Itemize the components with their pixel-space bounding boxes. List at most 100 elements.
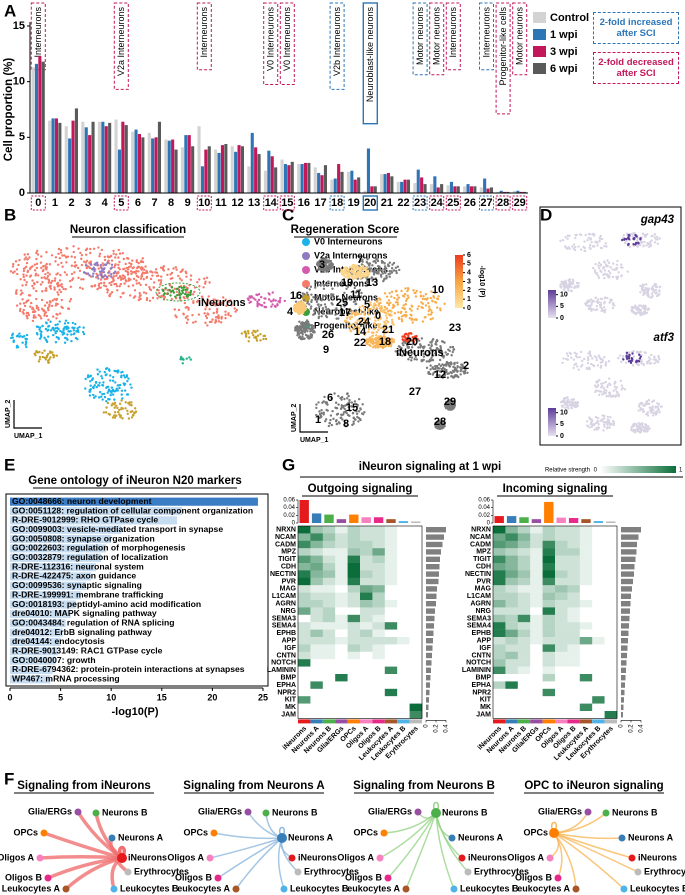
x-axis-label: -log10(P) — [111, 706, 158, 718]
cell-point — [456, 370, 459, 373]
cell-point — [308, 288, 311, 291]
cell-point — [55, 297, 59, 301]
cell-point — [184, 286, 188, 289]
category-highlight — [329, 195, 345, 211]
cell-point — [373, 316, 377, 319]
cell-point — [41, 269, 45, 273]
cell-point — [646, 293, 649, 297]
cell-point — [425, 366, 429, 370]
bar — [466, 184, 470, 193]
cell-point — [110, 275, 113, 278]
cell-point — [341, 418, 344, 421]
cell-point — [591, 363, 595, 367]
cell-point — [407, 296, 410, 299]
cell-point — [119, 414, 123, 417]
cell-point — [642, 292, 646, 295]
bar — [84, 127, 88, 193]
cell-point — [640, 360, 643, 363]
heat-cell — [372, 629, 385, 638]
x-tick-label: 29 — [514, 197, 526, 209]
heat-cell — [517, 711, 531, 719]
cell-point — [55, 317, 58, 320]
cell-point — [271, 303, 274, 306]
cell-point — [430, 348, 433, 352]
heat-cell — [384, 703, 398, 712]
cell-point — [128, 403, 131, 406]
cell-point — [65, 246, 68, 250]
heat-cell — [322, 607, 336, 615]
heat-cell — [505, 548, 518, 556]
heat-cell — [542, 577, 556, 586]
heat-cell — [298, 681, 311, 689]
strength-tick-label: 1 — [679, 468, 683, 474]
cell-point — [608, 382, 611, 385]
heat-cell — [347, 607, 361, 615]
node-label: iNeurons — [298, 852, 337, 862]
heat-cell — [567, 674, 580, 682]
cell-point — [367, 271, 371, 274]
cell-point — [444, 407, 448, 410]
heat-cell — [517, 659, 531, 667]
heat-cell — [579, 651, 593, 660]
heat-cell — [360, 526, 373, 534]
cell-point — [158, 291, 161, 295]
cell-point — [278, 301, 282, 304]
cell-point — [413, 352, 416, 355]
cell-point — [609, 272, 612, 275]
annotation-text: Motor neurons — [432, 7, 442, 66]
heat-cell — [360, 570, 373, 578]
cell-point — [363, 313, 366, 317]
heat-cell — [592, 659, 605, 667]
heat-cell — [397, 563, 410, 571]
row-tick-label: 0.4 — [639, 724, 645, 733]
cell-point — [47, 361, 50, 364]
cell-point — [97, 284, 100, 287]
cell-point — [430, 344, 433, 347]
bar — [463, 186, 467, 193]
row-bar — [426, 630, 434, 636]
heat-cell — [567, 577, 580, 586]
cell-point — [116, 289, 119, 292]
cell-point — [115, 404, 118, 408]
heat-cell — [384, 533, 398, 541]
heat-cell — [604, 644, 618, 652]
cell-point — [344, 421, 347, 424]
cell-point — [401, 335, 404, 338]
cell-point — [656, 294, 660, 297]
row-bar — [426, 541, 443, 548]
cell-point — [393, 296, 396, 300]
cell-point — [170, 271, 174, 275]
cell-point — [334, 313, 337, 316]
cell-point — [599, 390, 603, 393]
heat-cell — [555, 563, 568, 571]
gene-label: gap43 — [640, 214, 675, 226]
bar — [357, 177, 361, 193]
cell-point — [636, 239, 639, 242]
heat-cell — [335, 644, 348, 652]
cell-point — [59, 251, 63, 254]
heat-cell — [542, 696, 556, 704]
cell-point — [321, 306, 325, 310]
cell-point — [600, 270, 603, 274]
cell-point — [440, 351, 444, 355]
x-tick-label: 13 — [248, 197, 260, 209]
cell-point — [88, 266, 91, 269]
cell-point — [111, 277, 114, 280]
column-bar — [411, 521, 421, 523]
cell-point — [341, 298, 345, 302]
gene-label: AGRN — [470, 601, 491, 608]
cell-point — [565, 352, 569, 355]
cell-point — [145, 297, 149, 300]
cell-point — [39, 261, 43, 264]
cell-point — [70, 255, 73, 258]
cell-point — [349, 317, 352, 321]
heat-cell — [298, 629, 311, 638]
heat-cell — [567, 607, 580, 615]
cell-point — [116, 389, 120, 392]
cell-point — [385, 276, 388, 279]
cell-point — [126, 271, 130, 274]
cell-point — [332, 296, 335, 299]
cell-point — [169, 294, 172, 297]
cell-point — [257, 298, 261, 302]
gene-label: NECTIN — [270, 571, 296, 578]
